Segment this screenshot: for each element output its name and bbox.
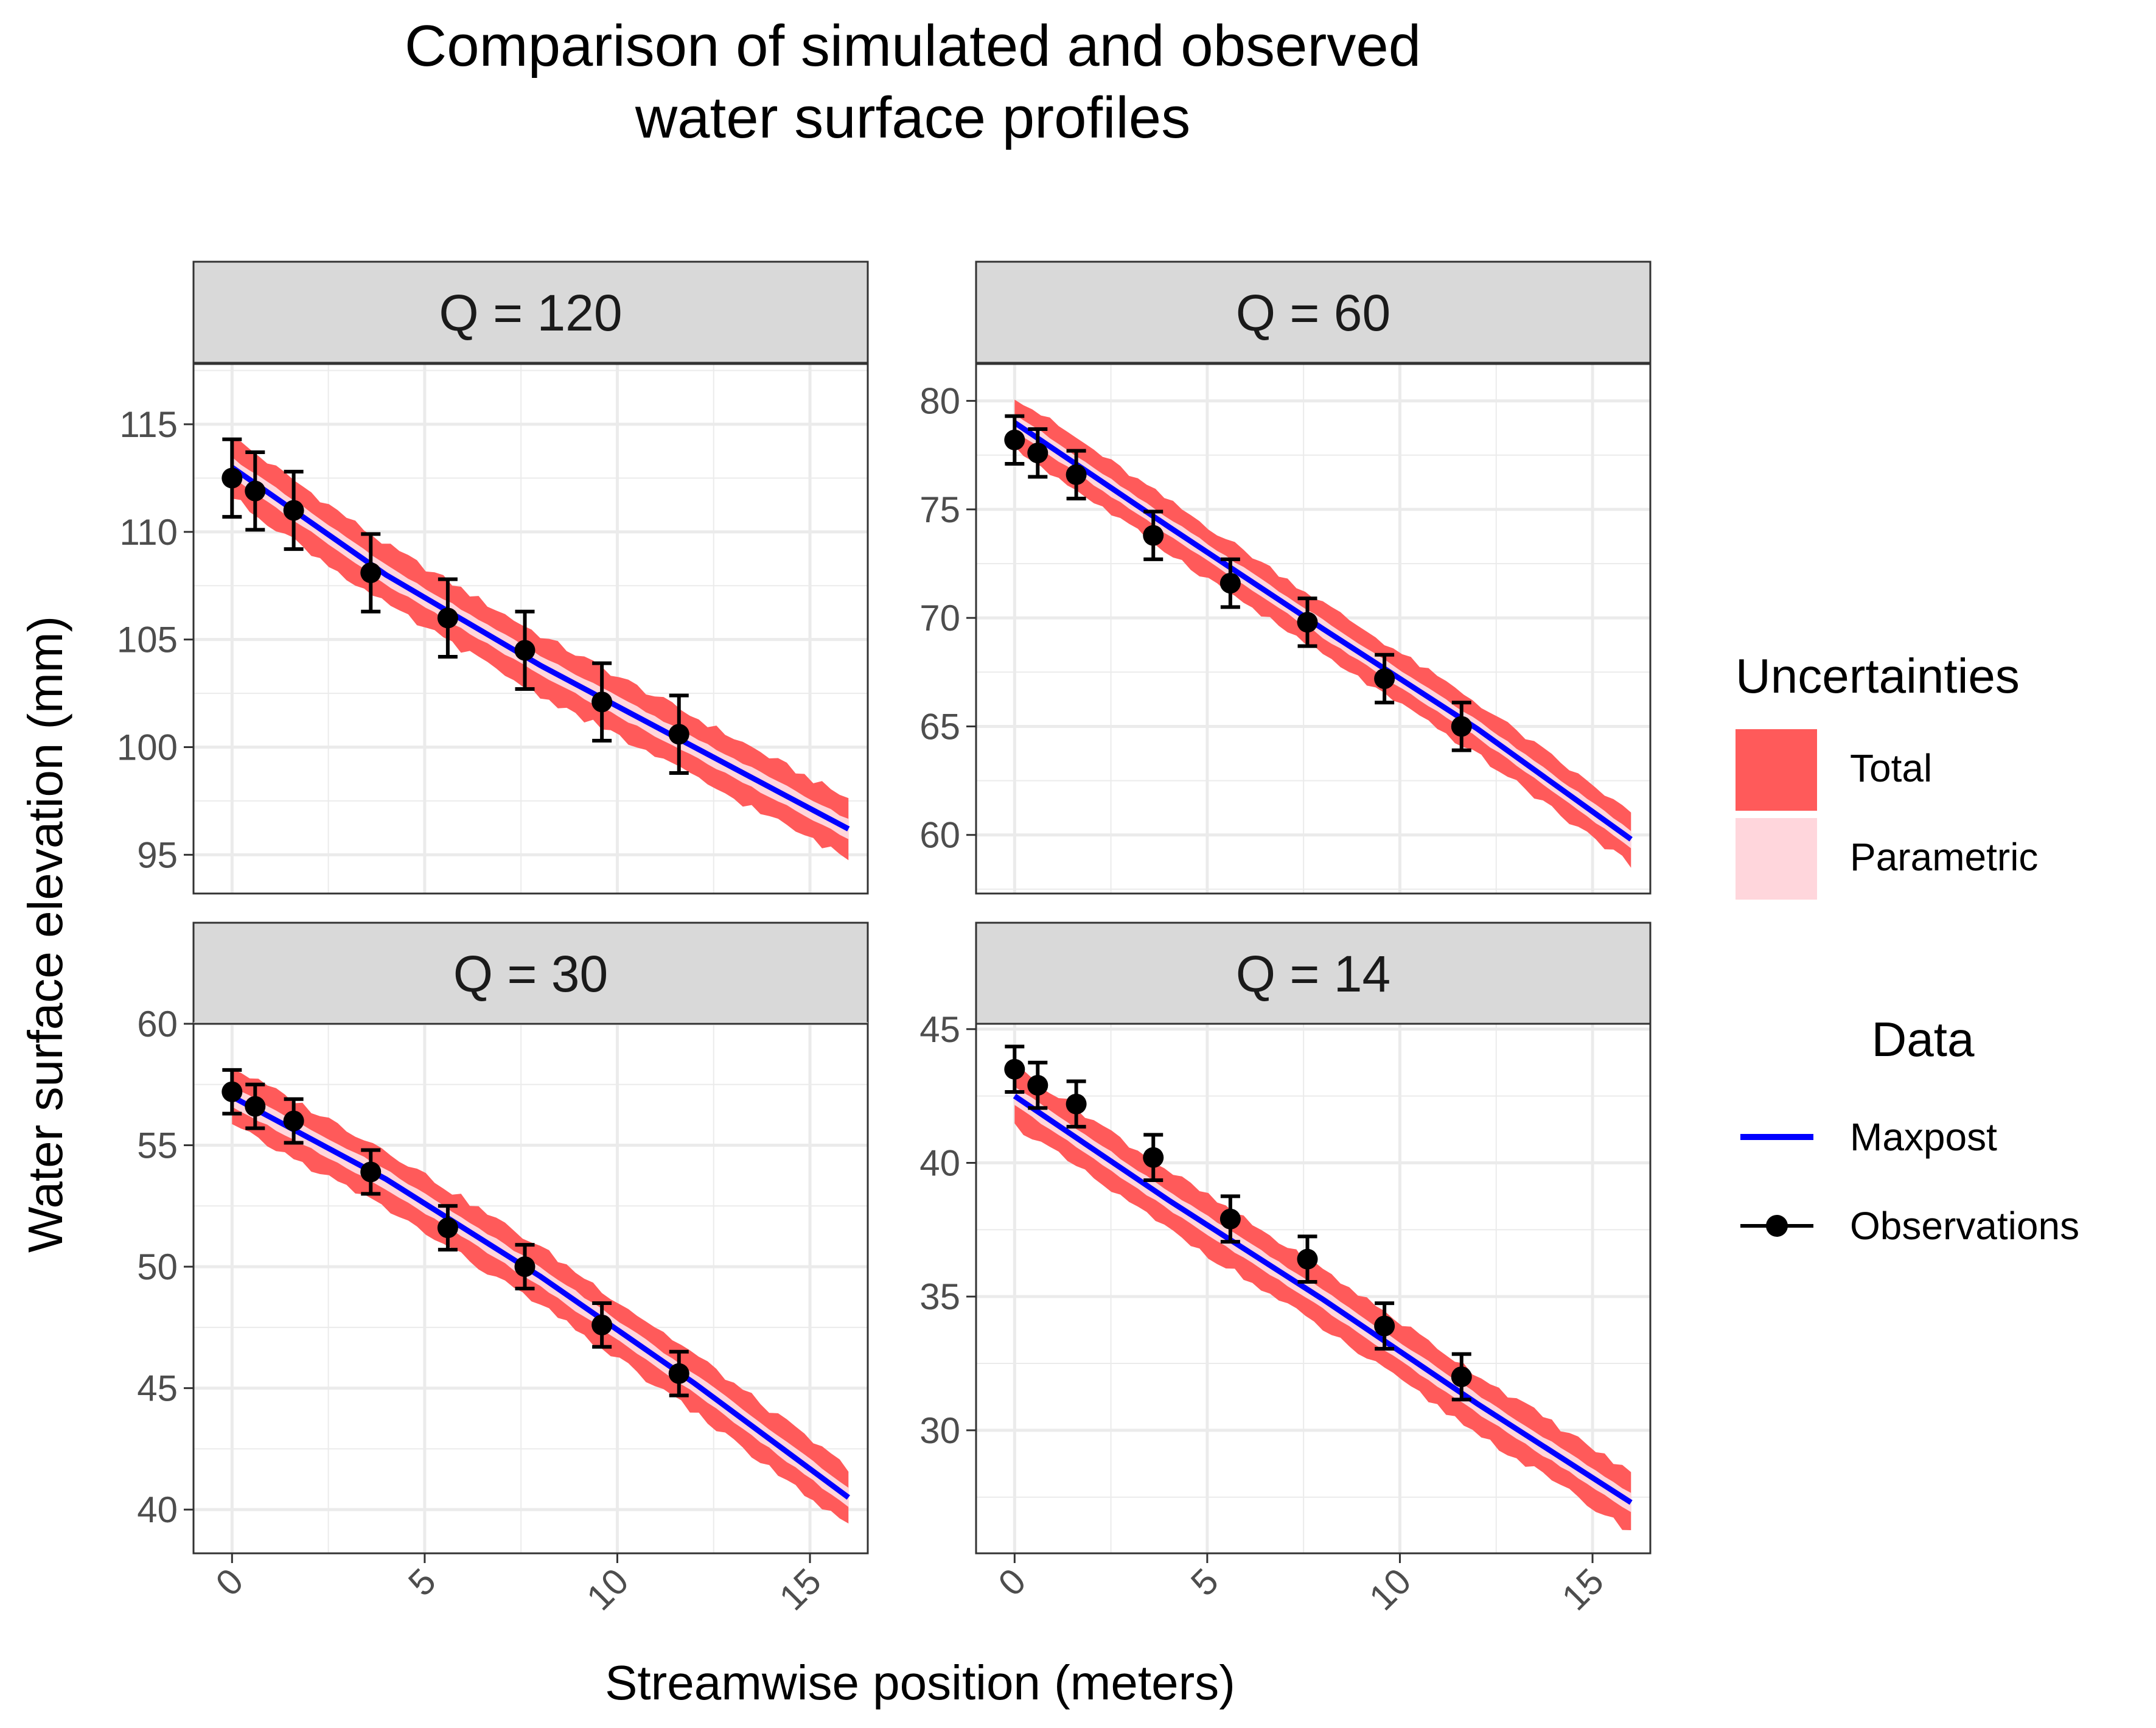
legend-total-label: Total [1850,746,1932,790]
observation-point [1451,1366,1472,1387]
legend-data-title: Data [1872,1012,1975,1066]
chart-title-line2: water surface profiles [635,85,1190,150]
observation-point [1451,716,1472,737]
maxpost-line [231,1094,850,1500]
maxpost-line [230,465,850,831]
legend: Uncertainties Total Parametric Data Maxp… [1736,649,2079,1248]
facet-panel-2: Q = 60 60 65 70 75 80 [919,261,1652,895]
facet-strip-label: Q = 60 [1236,284,1391,341]
y-tick-label: 105 [117,620,178,660]
observation-point [1219,573,1241,594]
panel-border [192,363,869,895]
observation-point [1027,1075,1048,1096]
panel-border [975,363,1652,895]
observation-point [283,1110,304,1132]
y-tick-label: 100 [117,727,178,768]
observation-point [1004,1058,1025,1080]
observation-point [245,1096,266,1117]
y-tick-label: 80 [919,381,960,422]
observation-point [591,691,613,713]
panel-border [192,1023,869,1555]
observation-point [514,1256,536,1278]
observation-point [222,467,243,489]
legend-observations-label: Observations [1850,1204,2079,1248]
observation-point [668,724,689,745]
observation-point [1297,1248,1318,1270]
facet-strip-label: Q = 30 [453,945,609,1002]
y-tick-label: 50 [137,1247,178,1287]
observation-point [1374,668,1395,690]
y-tick-label: 95 [137,834,178,875]
observation-point [591,1314,613,1335]
y-tick-label: 45 [137,1368,178,1409]
observation-point [668,1363,689,1384]
maxpost-line [1013,420,1633,842]
facet-strip-label: Q = 120 [439,284,622,341]
y-tick-label: 115 [119,404,178,445]
parametric-uncertainty-band [232,456,849,839]
y-tick-label: 55 [137,1125,178,1166]
legend-observations-swatch-point [1766,1215,1788,1237]
y-axis-label: Water surface elevation (mm) [18,616,72,1253]
observation-point [514,640,536,661]
legend-maxpost-label: Maxpost [1850,1115,1997,1159]
observation-point [1027,442,1048,464]
facet-strip-label: Q = 14 [1236,945,1391,1002]
y-tick-label: 60 [919,815,960,856]
observation-point [1143,1147,1164,1168]
panel-border [975,1023,1652,1555]
y-tick-label: 65 [919,706,960,747]
observation-point [1066,464,1087,485]
x-axis-label: Streamwise position (meters) [605,1656,1235,1710]
observation-point [1374,1315,1395,1337]
legend-uncertainties-title: Uncertainties [1736,649,2020,703]
legend-parametric-swatch [1736,818,1817,900]
observation-point [1004,429,1025,450]
observation-point [222,1081,243,1102]
y-tick-label: 110 [119,512,178,553]
legend-parametric-label: Parametric [1850,835,2038,879]
observation-point [360,1161,382,1183]
observation-point [1143,525,1164,546]
y-tick-label: 30 [919,1410,960,1451]
observation-point [437,1217,458,1239]
observation-point [360,562,382,584]
observation-point [1066,1093,1087,1114]
y-tick-label: 40 [137,1489,178,1530]
y-tick-label: 75 [919,489,960,530]
observation-point [283,500,304,521]
maxpost-line [1013,1093,1633,1505]
observation-point [245,480,266,502]
facet-strip [192,922,869,1025]
y-tick-label: 35 [919,1276,960,1317]
y-tick-label: 60 [137,1004,178,1044]
observation-point [1219,1208,1241,1230]
chart-title-line1: Comparison of simulated and observed [405,13,1421,79]
facet-strip [975,261,1652,364]
legend-total-swatch [1736,729,1817,811]
y-tick-label: 70 [919,598,960,638]
observation-point [1297,612,1318,633]
y-tick-label: 40 [919,1142,960,1183]
facet-panel-1: Q = 120 95 100 105 110 115 [117,261,869,895]
y-tick-label: 45 [919,1009,960,1050]
facet-strip [192,261,869,364]
observation-point [437,607,458,629]
